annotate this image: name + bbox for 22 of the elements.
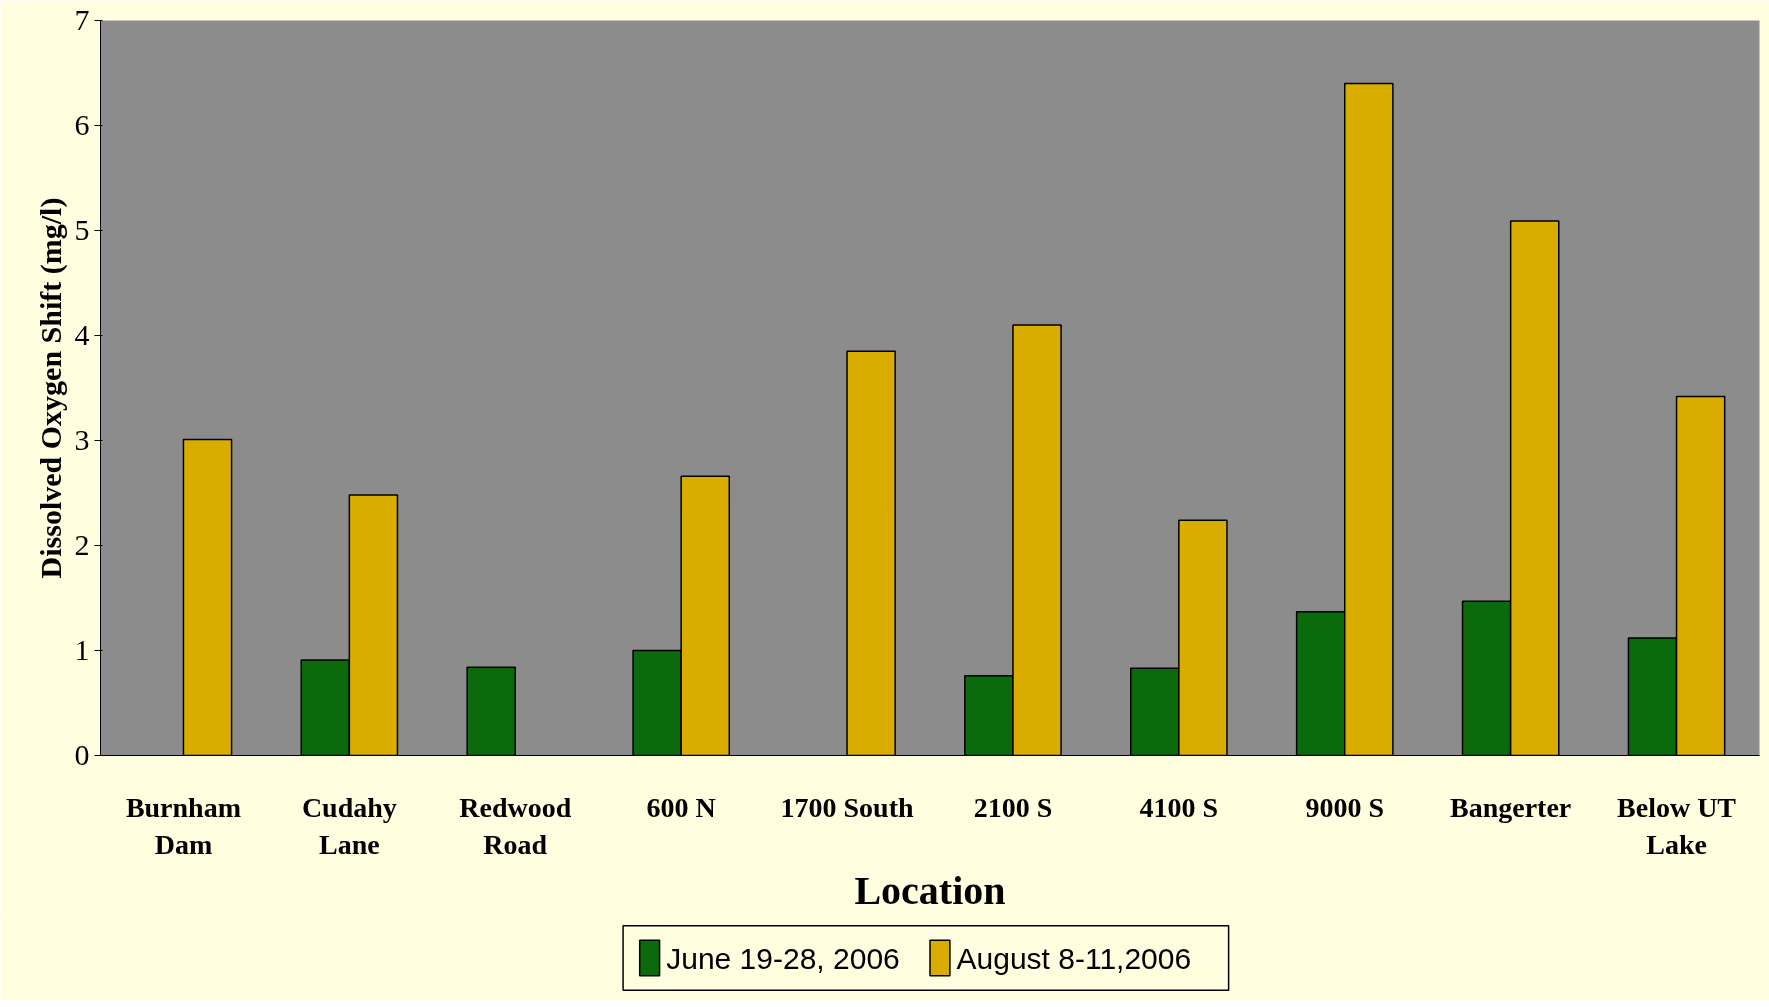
y-tick-label: 7 (74, 3, 90, 36)
x-tick-label: Redwood Road (459, 791, 572, 860)
x-tick-label: Cudahy Lane (301, 791, 397, 860)
y-tick-label: 2 (74, 528, 90, 561)
x-tick-label: Burnham Dam (125, 791, 242, 860)
x-tick-label: Bangerter (1450, 791, 1572, 823)
y-axis-title: Dissolved Oxygen Shift (mg/l) (33, 197, 68, 579)
y-tick-label: 3 (74, 423, 90, 456)
legend-label: August 8-11,2006 (956, 941, 1192, 975)
y-tick-label: 5 (74, 213, 90, 246)
x-tick-label: 1700 South (780, 791, 914, 823)
x-tick-label: 2100 S (973, 791, 1053, 823)
x-axis-title: Location (854, 867, 1006, 913)
y-tick-label: 0 (74, 738, 90, 771)
x-tick-label: 4100 S (1139, 791, 1219, 823)
y-tick-label: 6 (74, 108, 90, 141)
x-tick-label: 600 N (646, 791, 716, 823)
y-tick-label: 4 (74, 318, 90, 351)
x-tick-label: Below UT Lake (1617, 791, 1737, 860)
y-tick-label: 1 (74, 633, 90, 666)
x-tick-label: 9000 S (1305, 791, 1385, 823)
legend-label: June 19-28, 2006 (666, 941, 900, 975)
